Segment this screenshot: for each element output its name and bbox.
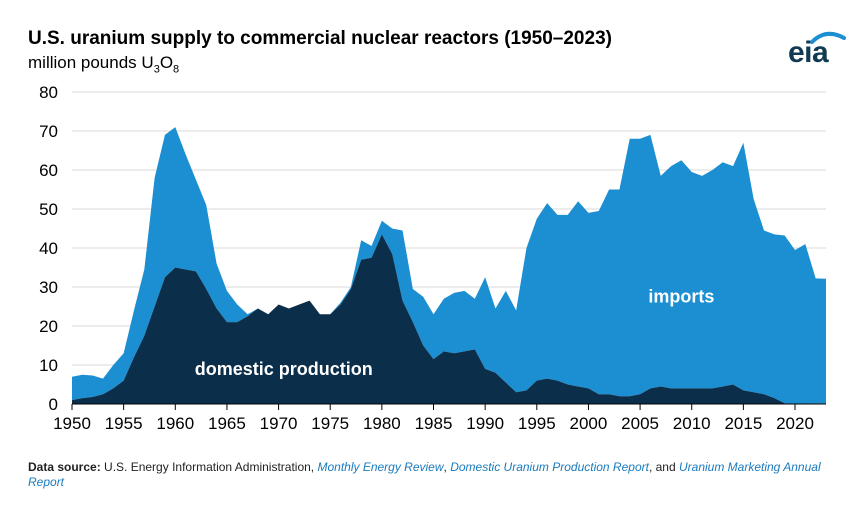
source-link-umar[interactable]: Uranium Marketing Annual Report <box>28 460 821 489</box>
source-sep-2: , and <box>648 460 679 474</box>
source-label: Data source: <box>28 460 101 474</box>
x-tick-label: 1995 <box>518 414 556 433</box>
y-tick-label: 40 <box>39 239 58 258</box>
series-annotation: domestic production <box>195 359 373 379</box>
x-tick-label: 1980 <box>363 414 401 433</box>
y-tick-label: 70 <box>39 122 58 141</box>
subtitle-mid: O <box>159 53 174 72</box>
subtitle-prefix: million pounds U <box>28 53 154 72</box>
logo-arc-icon <box>810 31 846 44</box>
x-tick-label: 1960 <box>156 414 194 433</box>
source-text: U.S. Energy Information Administration, <box>100 460 318 474</box>
subtitle-sub-1: 3 <box>153 63 160 76</box>
subtitle-sub-2: 8 <box>173 63 180 76</box>
logo-text: eia <box>788 36 829 69</box>
source-sep-1: , <box>443 460 451 474</box>
source-link-mer[interactable]: Monthly Energy Review <box>317 460 444 474</box>
x-tick-label: 1950 <box>53 414 91 433</box>
y-tick-label: 30 <box>39 278 58 297</box>
imports-area <box>72 127 826 404</box>
y-tick-label: 10 <box>39 356 58 375</box>
source-link-durp[interactable]: Domestic Uranium Production Report <box>450 460 649 474</box>
domestic-production-area <box>72 234 826 404</box>
x-tick-label: 1970 <box>260 414 298 433</box>
x-tick-label: 2020 <box>776 414 814 433</box>
x-tick-label: 2005 <box>621 414 659 433</box>
y-tick-label: 50 <box>39 200 58 219</box>
x-tick-label: 1990 <box>466 414 504 433</box>
y-tick-label: 0 <box>49 395 58 414</box>
x-tick-label: 1975 <box>311 414 349 433</box>
series-annotation: imports <box>648 287 714 307</box>
y-tick-label: 80 <box>39 83 58 102</box>
y-tick-label: 20 <box>39 317 58 336</box>
chart-title: U.S. uranium supply to commercial nuclea… <box>28 28 612 49</box>
y-tick-label: 60 <box>39 161 58 180</box>
area-chart: 0 10 20 30 40 50 60 70 80 1950 1955 1960 1965 1970 197… <box>39 83 826 433</box>
x-tick-label: 2015 <box>724 414 762 433</box>
data-source-note: Data source: U.S. Energy Information Adm… <box>28 460 838 490</box>
x-tick-label: 2010 <box>673 414 711 433</box>
x-tick-label: 1965 <box>208 414 246 433</box>
x-tick-label: 2000 <box>570 414 608 433</box>
chart-subtitle: million pounds U3O8 <box>28 53 179 75</box>
eia-logo-icon[interactable]: eia <box>786 30 846 70</box>
x-tick-label: 1955 <box>105 414 143 433</box>
x-tick-label: 1985 <box>415 414 453 433</box>
